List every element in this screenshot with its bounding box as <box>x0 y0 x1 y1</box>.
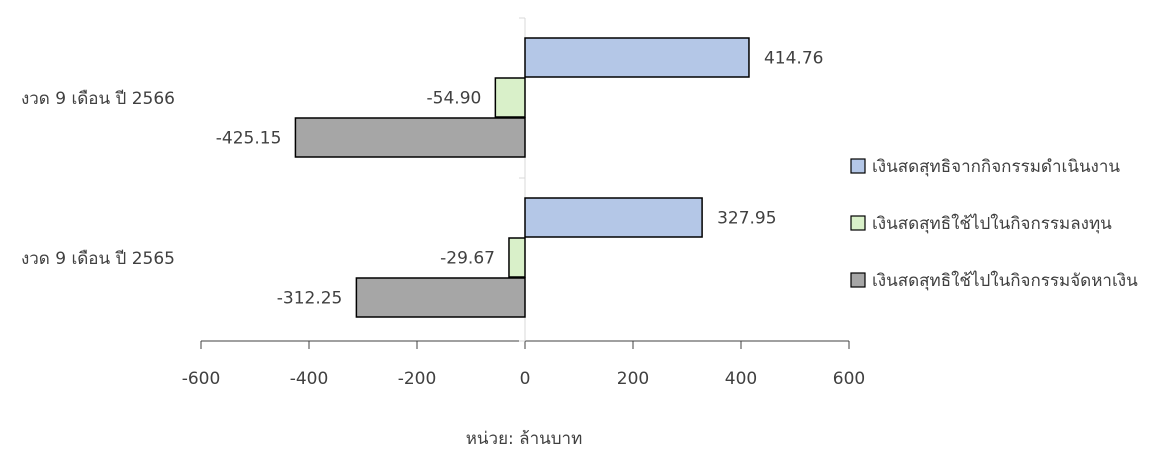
bar <box>508 237 526 278</box>
data-label: -312.25 <box>277 289 343 309</box>
legend-label: เงินสดสุทธิใช้ไปในกิจกรรมลงทุน <box>872 213 1112 234</box>
x-tick-label: -400 <box>290 369 329 389</box>
data-label: -29.67 <box>440 249 495 269</box>
legend-swatch <box>850 272 866 288</box>
data-label: -54.90 <box>427 89 482 109</box>
data-label: -425.15 <box>216 129 282 149</box>
x-tick-label: 0 <box>520 369 531 389</box>
category-label: งวด 9 เดือน ปี 2566 <box>21 89 175 109</box>
bars-layer <box>294 37 750 318</box>
legend-swatch <box>850 215 866 231</box>
x-tick-label: 400 <box>725 369 757 389</box>
bar <box>494 77 526 118</box>
data-label: 414.76 <box>764 49 823 69</box>
bar <box>524 37 750 78</box>
bar <box>294 117 526 158</box>
legend-label: เงินสดสุทธิจากกิจกรรมดำเนินงาน <box>872 157 1120 177</box>
category-label: งวด 9 เดือน ปี 2565 <box>21 249 175 269</box>
bar <box>355 277 526 318</box>
x-tick-label: -600 <box>182 369 221 389</box>
bar <box>524 197 703 238</box>
legend-swatch <box>850 158 866 174</box>
x-tick-label: 200 <box>617 369 649 389</box>
labels-layer: งวด 9 เดือน ปี 2566 414.76 -54.90 -425.15 งว… <box>21 49 824 309</box>
legend-label: เงินสดสุทธิใช้ไปในกิจกรรมจัดหาเงิน <box>872 270 1138 291</box>
axis-layer: -600 -400 -200 0 200 400 600 <box>182 17 865 389</box>
legend: เงินสดสุทธิจากกิจกรรมดำเนินงานเงินสดสุทธ… <box>850 157 1138 291</box>
x-tick-label: -200 <box>398 369 437 389</box>
x-tick-label: 600 <box>833 369 865 389</box>
data-label: 327.95 <box>717 209 776 229</box>
unit-label: หน่วย: ล้านบาท <box>466 429 583 449</box>
